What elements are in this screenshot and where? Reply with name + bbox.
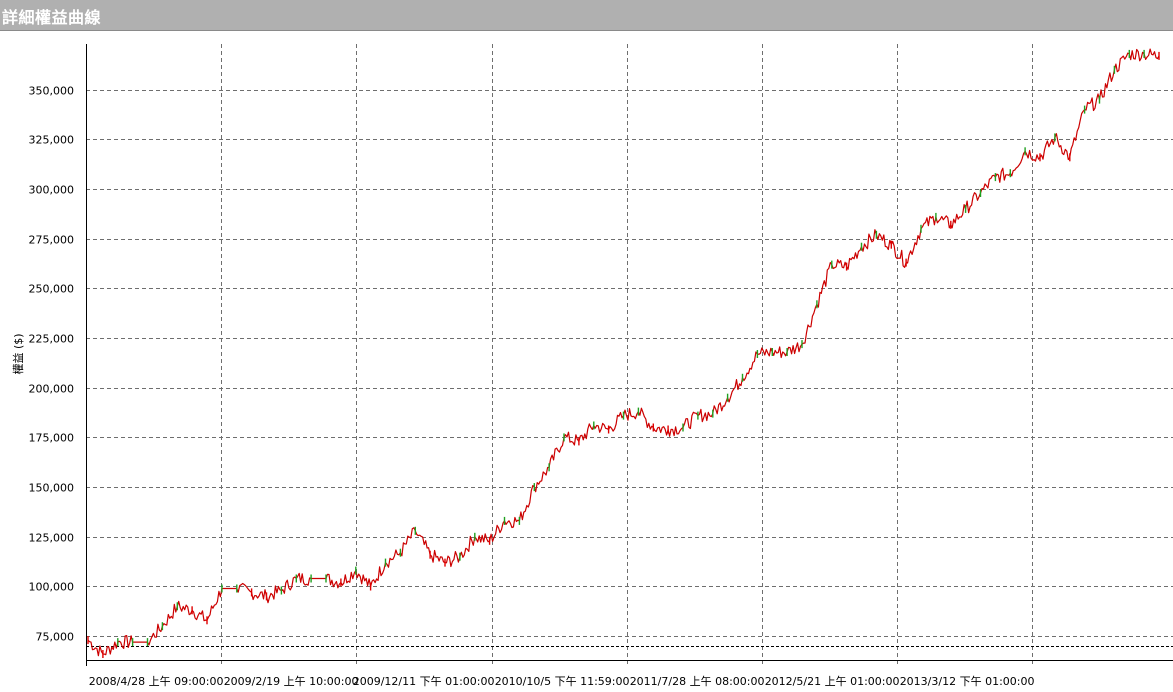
window-title: 詳細權益曲線	[2, 8, 102, 27]
y-tick-label: 175,000	[29, 432, 75, 445]
title-bar: 詳細權益曲線	[0, 0, 1173, 31]
y-tick-label: 275,000	[29, 234, 75, 247]
x-tick-label: 2011/7/28 上午 08:00:00	[630, 675, 765, 688]
y-tick-label: 100,000	[29, 581, 75, 594]
y-tick-label: 325,000	[29, 134, 75, 147]
y-tick-label: 150,000	[29, 482, 75, 495]
equity-line	[87, 48, 1160, 657]
x-tick-label: 2010/10/5 下午 11:59:00	[495, 675, 630, 688]
x-tick-label: 2009/12/11 下午 01:00:00	[353, 675, 495, 688]
x-axis-ticks: 2008/4/28 上午 09:00:00 2009/2/19 上午 10:00:…	[89, 675, 1035, 688]
y-tick-label: 350,000	[29, 85, 75, 98]
y-tick-label: 300,000	[29, 184, 75, 197]
axes	[86, 44, 1173, 666]
y-tick-label: 250,000	[29, 283, 75, 296]
x-tick-label: 2012/5/21 上午 01:00:00	[765, 675, 900, 688]
y-axis-label: 權益 ($)	[11, 333, 25, 374]
y-tick-label: 200,000	[29, 383, 75, 396]
y-axis-ticks: 75,000 100,000 125,000 150,000 175,000 200,00…	[29, 85, 75, 644]
grid	[86, 44, 1173, 666]
y-tick-label: 125,000	[29, 532, 75, 545]
x-tick-label: 2009/2/19 上午 10:00:00	[224, 675, 359, 688]
y-tick-label: 225,000	[29, 333, 75, 346]
x-tick-label: 2013/3/12 下午 01:00:00	[900, 675, 1035, 688]
y-tick-label: 75,000	[36, 631, 75, 644]
equity-series	[87, 48, 1160, 658]
x-tick-label: 2008/4/28 上午 09:00:00	[89, 675, 224, 688]
